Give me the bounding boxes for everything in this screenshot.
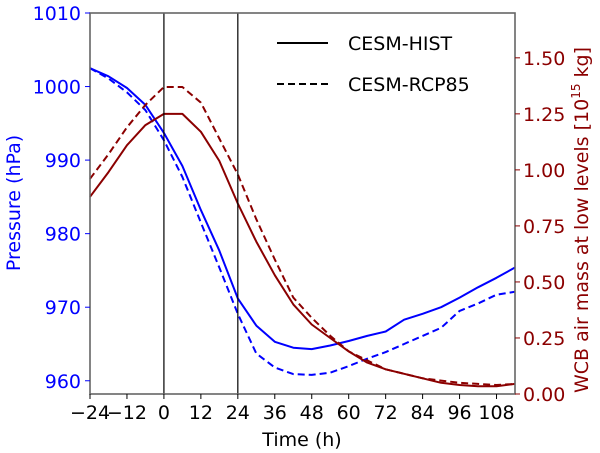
y-left-tick-label: 1010: [33, 3, 81, 25]
x-tick-label: 36: [263, 402, 287, 424]
x-axis-label: Time (h): [261, 429, 341, 451]
vertical-markers: [163, 13, 239, 394]
x-tick-label: 60: [337, 402, 361, 424]
x-tick-label: 48: [300, 402, 324, 424]
y-right-label-main: WCB air mass at low levels [10: [571, 99, 593, 393]
x-tick-label: 72: [374, 402, 398, 424]
series-line-cesm-rcp85-wcb-mass: [89, 86, 516, 386]
y-left-tick-label: 980: [45, 224, 81, 246]
x-tick-label: 108: [478, 402, 514, 424]
y-left-tick-label: 970: [45, 297, 81, 319]
y-right-label-unit: kg]: [571, 47, 593, 84]
ticks-layer: −24−12 0 12 24 36 48 60 72 84 96 108 960 970 980 990 10…: [33, 3, 566, 424]
x-tick-label: 12: [189, 402, 213, 424]
y-right-label-exponent: 15: [569, 84, 583, 99]
x-tick-label: −12: [107, 402, 147, 424]
y-left-tick-label: 990: [45, 150, 81, 172]
y-right-tick-label: 0.75: [523, 216, 565, 238]
y-right-tick-label: 0.00: [523, 384, 565, 406]
x-tick-label: 24: [226, 402, 250, 424]
y-right-tick-label: 1.50: [523, 48, 565, 70]
y-left-tick-label: 1000: [33, 77, 81, 99]
plot-frame: [89, 12, 516, 395]
series-layer: [89, 67, 516, 388]
x-tick-label: 0: [158, 402, 170, 424]
series-line-cesm-hist-pressure: [89, 67, 516, 351]
x-tick-label: 96: [447, 402, 471, 424]
y-right-tick-label: 0.50: [523, 272, 565, 294]
y-right-tick-label: 1.00: [523, 160, 565, 182]
legend-label-rcp85: CESM-RCP85: [348, 74, 470, 96]
x-tick-label: 84: [411, 402, 435, 424]
legend-label-hist: CESM-HIST: [348, 33, 453, 55]
y-left-axis-label: Pressure (hPa): [3, 135, 25, 271]
legend: CESM-HIST CESM-RCP85: [277, 33, 470, 96]
series-line-cesm-hist-wcb-mass: [89, 112, 516, 388]
y-right-tick-label: 0.25: [523, 328, 565, 350]
y-right-tick-label: 1.25: [523, 104, 565, 126]
y-left-tick-label: 960: [45, 371, 81, 393]
x-tick-label: −24: [70, 402, 110, 424]
series-line-cesm-rcp85-pressure: [89, 67, 516, 376]
y-right-axis-label: WCB air mass at low levels [1015 kg]: [569, 47, 593, 393]
